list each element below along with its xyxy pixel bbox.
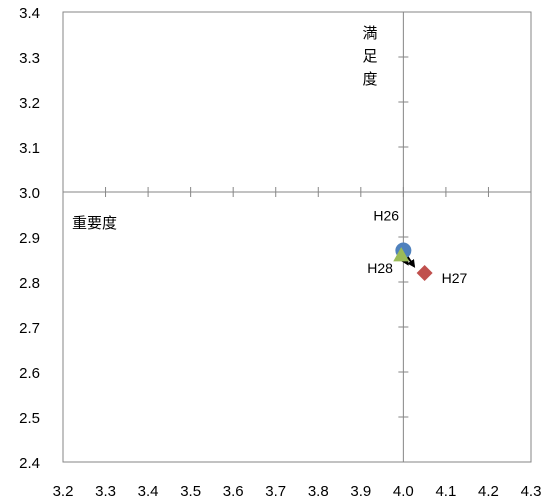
y-axis-title-char: 足 xyxy=(362,47,377,65)
y-tick-label: 3.0 xyxy=(19,185,40,202)
y-tick-label: 2.9 xyxy=(19,230,40,247)
x-tick-label: 3.5 xyxy=(180,483,201,500)
point-h28-label: H28 xyxy=(367,260,393,276)
x-tick-label: 3.4 xyxy=(138,483,159,500)
y-tick-label: 2.8 xyxy=(19,275,40,292)
x-tick-label: 4.0 xyxy=(393,483,414,500)
y-axis-title-char: 満 xyxy=(362,24,377,42)
x-tick-label: 4.2 xyxy=(478,483,499,500)
y-axis-title: 満足度 xyxy=(362,24,377,88)
point-h28-marker xyxy=(393,247,410,262)
y-axis-title-char: 度 xyxy=(362,70,377,88)
y-tick-label: 3.1 xyxy=(19,140,40,157)
crosshair-axes xyxy=(63,12,531,462)
x-axis-title: 重要度 xyxy=(72,214,117,232)
x-tick-label: 4.1 xyxy=(435,483,456,500)
point-h27-marker xyxy=(416,265,433,281)
y-tick-label: 2.4 xyxy=(19,455,40,472)
y-tick-label: 3.4 xyxy=(19,5,40,22)
x-tick-label: 3.8 xyxy=(308,483,329,500)
x-tick-labels: 3.2 3.3 3.4 3.5 3.6 3.7 3.8 3.9 4.0 4.1 4.2 4.3 xyxy=(53,483,542,500)
y-tick-label: 3.3 xyxy=(19,50,40,67)
point-h27-label: H27 xyxy=(442,270,468,286)
x-tick-label: 3.6 xyxy=(223,483,244,500)
y-tick-labels: 2.4 2.5 2.6 2.7 2.8 2.9 3.0 3.1 3.2 3.3 3.4 xyxy=(19,5,40,472)
point-h26-label: H26 xyxy=(373,208,399,224)
y-tick-label: 3.2 xyxy=(19,95,40,112)
x-tick-label: 4.3 xyxy=(521,483,542,500)
x-tick-label: 3.2 xyxy=(53,483,74,500)
x-tick-label: 3.9 xyxy=(350,483,371,500)
y-tick-label: 2.6 xyxy=(19,365,40,382)
x-tick-label: 3.7 xyxy=(265,483,286,500)
x-tick-label: 3.3 xyxy=(95,483,116,500)
y-tick-label: 2.7 xyxy=(19,320,40,337)
data-points: H26 H27 H28 xyxy=(367,208,467,287)
plot-area xyxy=(62,11,532,463)
y-tick-label: 2.5 xyxy=(19,410,40,427)
